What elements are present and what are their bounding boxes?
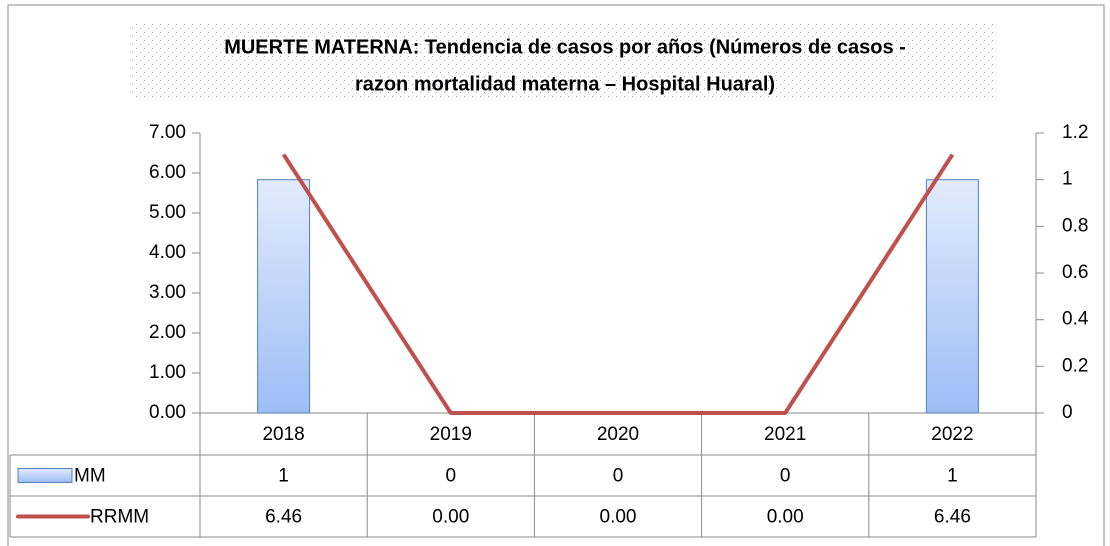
y2-tick-label: 0.4 bbox=[1062, 309, 1089, 330]
x-tick-label: 2022 bbox=[931, 424, 973, 445]
legend-label: MM bbox=[74, 466, 106, 487]
chart-frame bbox=[7, 4, 1105, 546]
table-value: 0 bbox=[780, 466, 791, 487]
table-value: 6.46 bbox=[934, 507, 971, 528]
y2-tick-label: 0 bbox=[1062, 402, 1073, 423]
x-tick-label: 2019 bbox=[430, 424, 472, 445]
chart-title: MUERTE MATERNA: Tendencia de casos por a… bbox=[224, 36, 906, 58]
bar bbox=[925, 179, 979, 414]
table-value: 0 bbox=[613, 466, 624, 487]
legend-key bbox=[17, 468, 73, 483]
y2-tick-label: 0.2 bbox=[1062, 355, 1088, 376]
line bbox=[281, 153, 955, 415]
chart-title: razon mortalidad materna – Hospital Huar… bbox=[355, 73, 775, 95]
x-tick-label: 2018 bbox=[262, 424, 304, 445]
y-tick-label: 7.00 bbox=[149, 122, 186, 143]
table-value: 0.00 bbox=[432, 507, 469, 528]
table-value: 1 bbox=[278, 466, 289, 487]
y-tick-label: 1.00 bbox=[149, 362, 186, 383]
table-value: 0.00 bbox=[600, 507, 637, 528]
title-background bbox=[130, 22, 996, 100]
y2-tick-label: 1 bbox=[1062, 169, 1073, 190]
x-tick-label: 2020 bbox=[597, 424, 639, 445]
y2-tick-label: 0.8 bbox=[1062, 215, 1088, 236]
table-value: 0.00 bbox=[767, 507, 804, 528]
y-tick-label: 2.00 bbox=[149, 322, 186, 343]
x-tick-label: 2021 bbox=[764, 424, 806, 445]
bar bbox=[257, 179, 311, 414]
table-value: 1 bbox=[947, 466, 958, 487]
y-tick-label: 3.00 bbox=[149, 282, 186, 303]
y-tick-label: 5.00 bbox=[149, 202, 186, 223]
table-value: 6.46 bbox=[265, 507, 302, 528]
y-tick-label: 0.00 bbox=[149, 402, 186, 423]
y2-tick-label: 1.2 bbox=[1062, 122, 1088, 143]
table-value: 0 bbox=[446, 466, 457, 487]
y-tick-label: 4.00 bbox=[149, 242, 186, 263]
legend-label: RRMM bbox=[90, 507, 149, 528]
y2-tick-label: 0.6 bbox=[1062, 262, 1088, 283]
y-tick-label: 6.00 bbox=[149, 162, 186, 183]
